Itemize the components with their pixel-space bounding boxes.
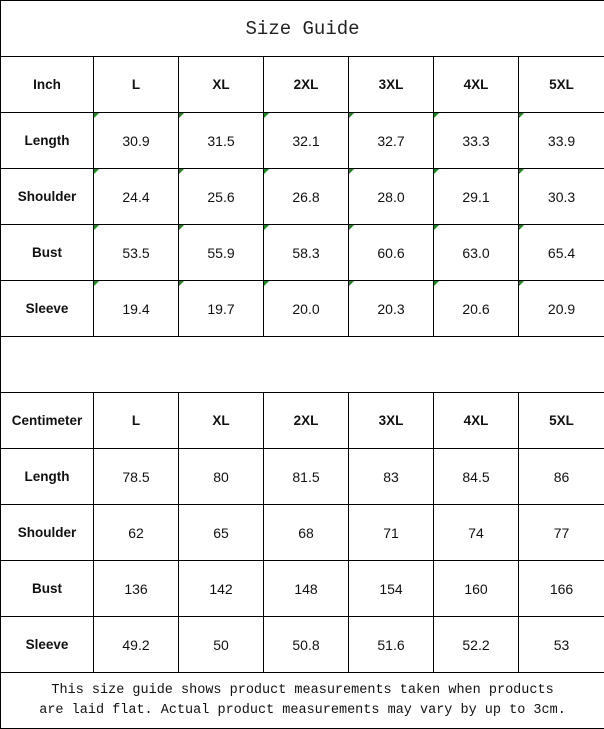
measurement-cell: 32.1	[263, 112, 349, 169]
measurement-cell: 55.9	[178, 224, 264, 281]
measurement-cell: 20.6	[433, 280, 519, 337]
size-header: 3XL	[348, 56, 434, 113]
measurement-cell: 30.3	[517, 168, 604, 225]
size-header: 4XL	[433, 56, 519, 113]
measurement-cell: 53	[517, 616, 604, 673]
note-line: This size guide shows product measuremen…	[51, 682, 554, 698]
table-row: Sleeve 49.2 50 50.8 51.6 52.2 53	[0, 616, 604, 673]
measurement-cell: 30.9	[93, 112, 179, 169]
table-row: Shoulder 24.4 25.6 26.8 28.0 29.1 30.3	[0, 168, 604, 225]
size-header: XL	[178, 56, 264, 113]
measurement-label: Sleeve	[0, 280, 94, 337]
table-row: Shoulder 62 65 68 71 74 77	[0, 504, 604, 561]
measurement-cell: 84.5	[433, 448, 519, 505]
measurement-cell: 49.2	[93, 616, 179, 673]
size-header: 3XL	[348, 392, 434, 449]
measurement-cell: 33.3	[433, 112, 519, 169]
measurement-cell: 86	[517, 448, 604, 505]
measurement-cell: 80	[178, 448, 264, 505]
size-header: 2XL	[263, 56, 349, 113]
measurement-cell: 68	[263, 504, 349, 561]
measurement-cell: 58.3	[263, 224, 349, 281]
measurement-cell: 53.5	[93, 224, 179, 281]
centimeter-header-row: Centimeter L XL 2XL 3XL 4XL 5XL	[0, 392, 604, 449]
measurement-cell: 20.3	[348, 280, 434, 337]
measurement-cell: 29.1	[433, 168, 519, 225]
table-row: Length 30.9 31.5 32.1 32.7 33.3 33.9	[0, 112, 604, 169]
size-header: XL	[178, 392, 264, 449]
measurement-label: Shoulder	[0, 504, 94, 561]
measurement-label: Bust	[0, 224, 94, 281]
measurement-cell: 74	[433, 504, 519, 561]
measurement-cell: 83	[348, 448, 434, 505]
size-header: 5XL	[517, 56, 604, 113]
table-row: Length 78.5 80 81.5 83 84.5 86	[0, 448, 604, 505]
page-title: Size Guide	[0, 0, 604, 57]
measurement-cell: 28.0	[348, 168, 434, 225]
measurement-cell: 19.4	[93, 280, 179, 337]
measurement-cell: 65	[178, 504, 264, 561]
measurement-label: Shoulder	[0, 168, 94, 225]
spacer-row	[0, 336, 604, 393]
measurement-cell: 52.2	[433, 616, 519, 673]
table-row: Bust 53.5 55.9 58.3 60.6 63.0 65.4	[0, 224, 604, 281]
measurement-cell: 160	[433, 560, 519, 617]
measurement-label: Bust	[0, 560, 94, 617]
table-row: Bust 136 142 148 154 160 166	[0, 560, 604, 617]
measurement-cell: 60.6	[348, 224, 434, 281]
note-row: This size guide shows product measuremen…	[0, 672, 604, 729]
size-header: L	[93, 392, 179, 449]
unit-header: Inch	[0, 56, 94, 113]
measurement-cell: 71	[348, 504, 434, 561]
measurement-note: This size guide shows product measuremen…	[0, 672, 604, 729]
measurement-cell: 78.5	[93, 448, 179, 505]
measurement-cell: 63.0	[433, 224, 519, 281]
measurement-cell: 33.9	[517, 112, 604, 169]
measurement-cell: 24.4	[93, 168, 179, 225]
inch-header-row: Inch L XL 2XL 3XL 4XL 5XL	[0, 56, 604, 113]
measurement-cell: 20.0	[263, 280, 349, 337]
measurement-cell: 166	[517, 560, 604, 617]
measurement-cell: 51.6	[348, 616, 434, 673]
measurement-cell: 65.4	[517, 224, 604, 281]
spacer-cell	[0, 336, 604, 393]
measurement-cell: 20.9	[517, 280, 604, 337]
table-row: Sleeve 19.4 19.7 20.0 20.3 20.6 20.9	[0, 280, 604, 337]
measurement-cell: 50	[178, 616, 264, 673]
measurement-cell: 50.8	[263, 616, 349, 673]
measurement-cell: 62	[93, 504, 179, 561]
measurement-label: Sleeve	[0, 616, 94, 673]
measurement-cell: 19.7	[178, 280, 264, 337]
measurement-cell: 142	[178, 560, 264, 617]
measurement-cell: 81.5	[263, 448, 349, 505]
measurement-cell: 31.5	[178, 112, 264, 169]
measurement-cell: 25.6	[178, 168, 264, 225]
measurement-label: Length	[0, 112, 94, 169]
size-header: L	[93, 56, 179, 113]
unit-header: Centimeter	[0, 392, 94, 449]
note-line: are laid flat. Actual product measuremen…	[39, 702, 566, 718]
measurement-cell: 32.7	[348, 112, 434, 169]
measurement-cell: 154	[348, 560, 434, 617]
measurement-cell: 26.8	[263, 168, 349, 225]
measurement-cell: 77	[517, 504, 604, 561]
measurement-cell: 148	[263, 560, 349, 617]
measurement-label: Length	[0, 448, 94, 505]
size-header: 4XL	[433, 392, 519, 449]
size-header: 2XL	[263, 392, 349, 449]
size-header: 5XL	[517, 392, 604, 449]
measurement-cell: 136	[93, 560, 179, 617]
